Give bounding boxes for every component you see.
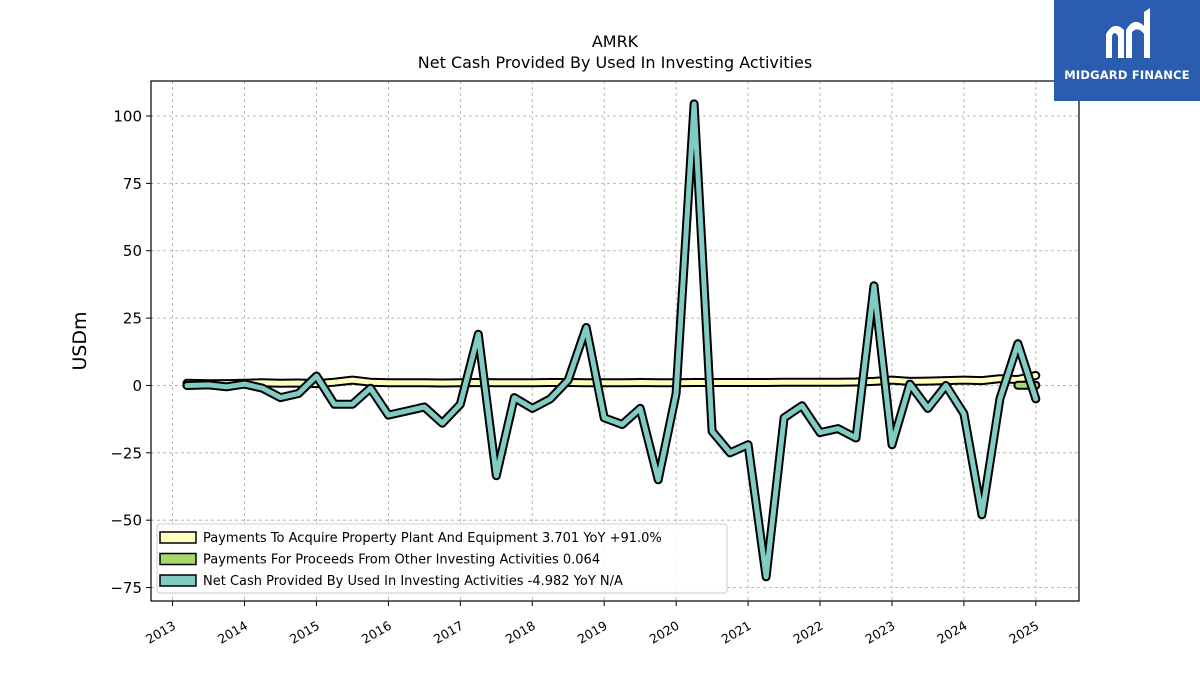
plot-frame: [150, 80, 1080, 602]
y-tick-label: −50: [110, 512, 142, 530]
legend-swatch: [159, 574, 197, 587]
x-tick-label: 2025: [1006, 618, 1041, 647]
y-tick-label: −75: [110, 579, 142, 597]
legend-swatch: [159, 552, 197, 566]
grid: [151, 81, 1079, 601]
x-tick-label: 2021: [719, 618, 754, 647]
series-outline: [182, 99, 1041, 582]
x-tick-label: 2020: [647, 618, 682, 647]
midgard-m-icon: [1106, 8, 1150, 58]
chart-title: AMRK: [592, 32, 639, 51]
y-tick-label: −25: [110, 444, 142, 462]
x-tick-label: 2022: [791, 618, 826, 647]
x-tick-label: 2017: [431, 618, 466, 647]
brand-logo: MIDGARD FINANCE: [1054, 0, 1200, 101]
legend-entry: Payments To Acquire Property Plant And E…: [203, 531, 662, 546]
y-tick-label: 25: [123, 310, 142, 328]
chart-subtitle: Net Cash Provided By Used In Investing A…: [418, 53, 812, 72]
x-tick-label: 2016: [359, 618, 394, 647]
x-tick-label: 2015: [287, 618, 322, 647]
x-tick-label: 2013: [143, 618, 178, 647]
series-line: [184, 373, 1039, 387]
x-tick-label: 2023: [862, 618, 897, 647]
y-tick-label: 100: [113, 108, 142, 126]
legend-entry: Payments For Proceeds From Other Investi…: [203, 553, 600, 568]
x-tick-label: 2014: [215, 618, 250, 647]
y-axis: −75 −50 −25 0 25 50 75 100: [110, 108, 151, 597]
brand-name: MIDGARD FINANCE: [1064, 68, 1190, 82]
plot-area: [182, 99, 1041, 582]
x-tick-label: 2018: [503, 618, 538, 647]
legend-swatch: [159, 531, 197, 544]
y-tick-label: 50: [123, 242, 142, 260]
y-axis-label: USDm: [69, 311, 91, 370]
legend: Payments To Acquire Property Plant And E…: [156, 523, 728, 594]
y-tick-label: 0: [132, 377, 142, 395]
x-tick-label: 2019: [575, 618, 610, 647]
legend-box: [156, 523, 728, 594]
legend-entry: Net Cash Provided By Used In Investing A…: [203, 574, 623, 589]
y-tick-label: 75: [123, 175, 142, 193]
x-tick-label: 2024: [934, 618, 969, 647]
series-line: [184, 101, 1039, 580]
series-1: [182, 371, 1041, 389]
series-3: [182, 99, 1041, 582]
x-axis: 2013 2014 2015 2016 2017 2018 2019 2020 2021 2022…: [143, 601, 1041, 647]
